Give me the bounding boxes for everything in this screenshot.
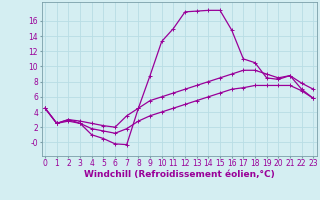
X-axis label: Windchill (Refroidissement éolien,°C): Windchill (Refroidissement éolien,°C) [84,170,275,179]
